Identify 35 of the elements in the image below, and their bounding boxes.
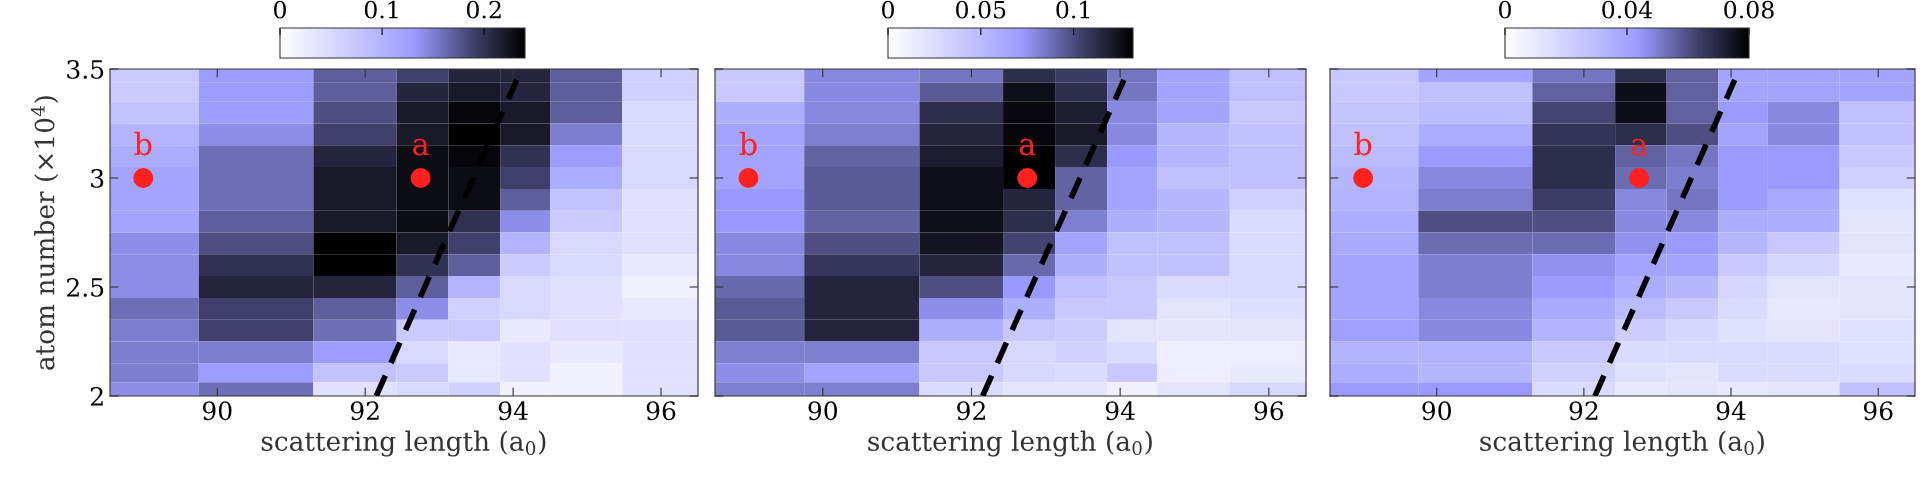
color-bar-label: 0: [1499, 0, 1511, 19]
x-tick-label: 90: [1422, 401, 1451, 421]
x-tick-label: 90: [202, 401, 232, 421]
y-tick-label: 3.5: [67, 59, 104, 79]
x-tick-label: 90: [808, 401, 838, 421]
data-label: a: [1631, 138, 1648, 156]
data-label: b: [1354, 131, 1372, 156]
y-tick-label: 3: [91, 168, 104, 188]
color-bar-label: 0.04: [1602, 0, 1653, 19]
x-axis-title: scattering length (a$_{0}$): [261, 430, 546, 457]
x-axis-title: scattering length (a$_{0}$): [1480, 430, 1764, 457]
color-bar-label: 0: [882, 0, 894, 19]
x-tick-label: 94: [1105, 401, 1135, 421]
x-tick-label: 92: [957, 401, 985, 421]
y-tick-label: 2: [90, 386, 103, 406]
color-bar-label: 0: [274, 0, 286, 19]
data-label: a: [1019, 138, 1036, 156]
data-label: b: [134, 131, 152, 156]
x-tick-label: 94: [1716, 401, 1746, 421]
x-tick-label: 92: [350, 401, 379, 421]
color-bar-label: 0.05: [956, 0, 1006, 19]
color-bar-label: 0.1: [364, 0, 398, 19]
data-label: a: [413, 138, 429, 156]
color-bar-label: 0.08: [1724, 0, 1774, 19]
x-tick-label: 92: [1569, 401, 1598, 421]
color-bar-label: 0.1: [1056, 0, 1090, 19]
x-tick-label: 94: [498, 401, 528, 421]
y-tick-label: 2.5: [67, 277, 104, 297]
color-bar-label: 0.2: [466, 0, 501, 19]
y-axis-title: atom number (×10$^{4}$): [30, 96, 59, 370]
data-label: b: [739, 131, 757, 156]
x-tick-label: 96: [1254, 401, 1284, 421]
x-axis-title: scattering length (a$_{0}$): [868, 430, 1152, 457]
x-tick-label: 96: [1863, 401, 1893, 421]
x-tick-label: 96: [646, 401, 676, 421]
